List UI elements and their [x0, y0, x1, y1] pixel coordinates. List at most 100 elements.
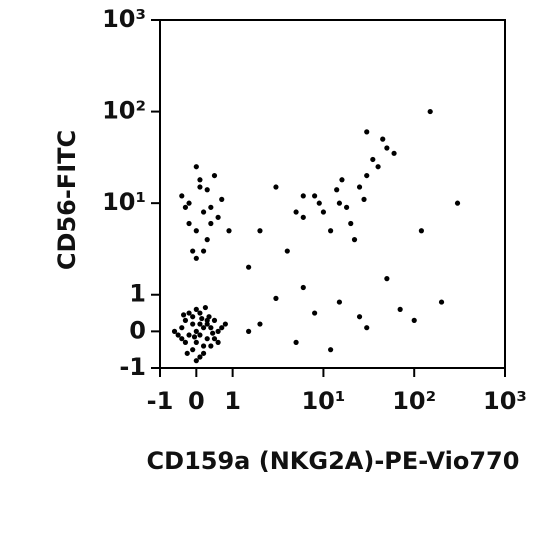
dot: [418, 228, 424, 234]
dot: [438, 299, 445, 305]
dot: [339, 177, 345, 183]
dot: [186, 200, 192, 206]
dot: [193, 358, 199, 364]
dot: [179, 193, 185, 199]
dot: [179, 325, 185, 331]
dot: [175, 332, 181, 338]
x-tick-label: -1: [147, 387, 174, 415]
y-tick-label: 1: [129, 280, 146, 308]
x-tick-label: 0: [188, 387, 205, 415]
x-axis-label: CD159a (NKG2A)-PE-Vio770: [147, 447, 520, 475]
dot: [190, 314, 196, 320]
x-tick-label: 10¹: [301, 387, 345, 415]
y-tick-label: 0: [129, 316, 146, 344]
dot: [361, 196, 367, 202]
dot: [193, 255, 199, 261]
dot: [246, 328, 252, 334]
dot: [202, 304, 208, 311]
dot: [257, 228, 263, 234]
dot: [193, 306, 199, 312]
y-tick-label: 10²: [102, 97, 146, 125]
dot: [182, 204, 189, 210]
dot: [284, 248, 290, 254]
dot: [397, 306, 403, 312]
dot: [211, 172, 218, 179]
y-axis-label: CD56-FITC: [53, 130, 81, 270]
dot: [334, 187, 340, 193]
dot: [204, 187, 210, 193]
dot: [171, 328, 178, 334]
dot: [193, 228, 199, 234]
dot: [356, 314, 363, 320]
dot: [186, 332, 192, 338]
dot: [190, 347, 196, 353]
dot: [179, 336, 185, 342]
dot: [208, 220, 214, 227]
dot: [427, 108, 433, 115]
dot: [193, 339, 199, 345]
dot: [351, 237, 358, 243]
dot: [215, 339, 221, 345]
dot: [193, 328, 199, 334]
x-tick-label: 1: [224, 387, 241, 415]
dot: [343, 204, 350, 210]
dot: [197, 332, 203, 338]
dot: [300, 214, 306, 220]
dot: [328, 228, 334, 234]
dot: [197, 310, 203, 316]
dot: [293, 209, 299, 215]
dot: [411, 317, 417, 323]
dot: [328, 347, 334, 353]
dot: [364, 172, 370, 179]
dot: [204, 336, 210, 342]
dot: [375, 164, 381, 170]
dot: [336, 200, 343, 206]
dot: [208, 343, 214, 349]
y-tick-label: 10³: [102, 5, 146, 33]
dot: [348, 220, 354, 227]
dot: [273, 184, 279, 190]
dot: [384, 276, 390, 282]
dot: [197, 177, 203, 183]
dot: [300, 193, 306, 199]
dot: [312, 310, 318, 316]
dot: [197, 184, 203, 190]
dot: [200, 325, 207, 331]
dot: [380, 136, 386, 142]
dot: [226, 228, 232, 234]
dot: [191, 334, 198, 340]
dot: [219, 325, 225, 331]
dot: [320, 209, 327, 215]
dot: [391, 150, 397, 156]
dot: [208, 204, 214, 210]
dot: [215, 214, 221, 220]
y-tick-label: 10¹: [102, 188, 146, 216]
dot: [293, 339, 299, 345]
dot: [204, 321, 210, 327]
dot: [300, 284, 306, 291]
dot: [336, 299, 343, 305]
y-tick-label: -1: [119, 353, 146, 381]
dot: [197, 354, 203, 360]
dot: [219, 196, 225, 202]
dot: [182, 339, 189, 345]
dot: [200, 248, 207, 254]
dot: [182, 317, 189, 323]
dot: [200, 350, 207, 356]
dot: [204, 237, 210, 243]
dot: [454, 200, 461, 206]
dot: [384, 145, 390, 151]
dot: [211, 336, 218, 342]
dot: [200, 209, 207, 215]
plot-frame: [159, 19, 506, 369]
x-tick-label: 10³: [483, 387, 527, 415]
dot: [206, 314, 212, 320]
dot: [197, 321, 203, 327]
dot: [211, 317, 218, 323]
dot: [186, 310, 192, 316]
dot: [210, 330, 216, 336]
dot: [199, 315, 205, 322]
dot: [190, 321, 196, 327]
dot: [364, 129, 370, 135]
